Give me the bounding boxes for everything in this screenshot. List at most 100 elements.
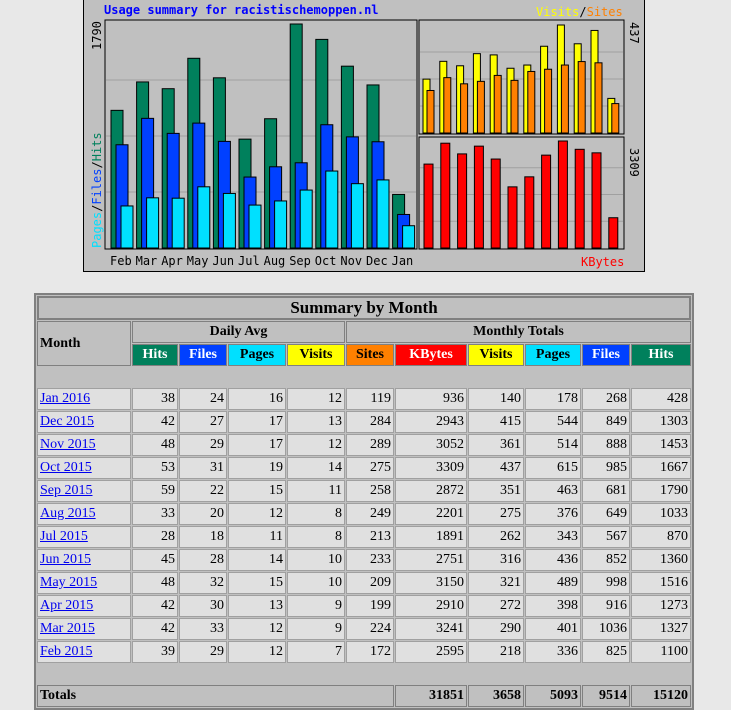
x-axis-labels: Feb Mar Apr May Jun Jul Aug Sep Oct Nov Dec Jan bbox=[110, 254, 413, 268]
month-cell: Jul 2015 bbox=[37, 526, 131, 548]
cell-hits: 1273 bbox=[631, 595, 691, 617]
kbytes-bar bbox=[473, 145, 484, 249]
col-daily-visits: Visits bbox=[287, 344, 345, 366]
month-cell: Feb 2015 bbox=[37, 641, 131, 663]
pages-bar bbox=[222, 192, 236, 249]
month-cell: May 2015 bbox=[37, 572, 131, 594]
cell-hits: 1303 bbox=[631, 411, 691, 433]
cell-d-visits: 9 bbox=[287, 618, 345, 640]
cell-visits: 218 bbox=[468, 641, 524, 663]
month-cell: Apr 2015 bbox=[37, 595, 131, 617]
pages-bar bbox=[325, 170, 339, 249]
kbytes-bar bbox=[574, 148, 585, 249]
month-link[interactable]: Nov 2015 bbox=[40, 437, 96, 452]
cell-hits: 870 bbox=[631, 526, 691, 548]
cell-d-hits: 45 bbox=[132, 549, 178, 571]
cell-d-visits: 12 bbox=[287, 434, 345, 456]
cell-kbytes: 1891 bbox=[395, 526, 467, 548]
cell-sites: 233 bbox=[346, 549, 394, 571]
month-link[interactable]: Apr 2015 bbox=[40, 598, 94, 613]
total-files: 9514 bbox=[582, 685, 630, 707]
table-separator bbox=[37, 664, 691, 684]
sites-bar bbox=[426, 89, 435, 134]
cell-d-visits: 13 bbox=[287, 411, 345, 433]
cell-d-pages: 12 bbox=[228, 641, 286, 663]
month-cell: Nov 2015 bbox=[37, 434, 131, 456]
cell-kbytes: 3241 bbox=[395, 618, 467, 640]
cell-d-pages: 15 bbox=[228, 572, 286, 594]
month-link[interactable]: Mar 2015 bbox=[40, 621, 95, 636]
sites-bar bbox=[577, 61, 586, 134]
cell-sites: 249 bbox=[346, 503, 394, 525]
cell-d-hits: 42 bbox=[132, 411, 178, 433]
x-tick-label: Jul bbox=[238, 254, 260, 268]
pages-bar bbox=[120, 205, 134, 249]
cell-d-visits: 12 bbox=[287, 388, 345, 410]
cell-kbytes: 3309 bbox=[395, 457, 467, 479]
cell-files: 825 bbox=[582, 641, 630, 663]
cell-d-files: 20 bbox=[179, 503, 227, 525]
pages-bar bbox=[146, 197, 160, 249]
table-row: Apr 2015 42 30 13 9 199 2910 272 398 916 1273 bbox=[37, 595, 691, 617]
cell-d-pages: 13 bbox=[228, 595, 286, 617]
usage-chart: Usage summary for racistischemoppen.nl V… bbox=[83, 0, 645, 272]
cell-d-files: 29 bbox=[179, 641, 227, 663]
pages-bar bbox=[248, 204, 262, 249]
month-link[interactable]: Feb 2015 bbox=[40, 644, 93, 659]
cell-files: 998 bbox=[582, 572, 630, 594]
kbytes-bar bbox=[557, 140, 568, 249]
kbytes-bar bbox=[423, 163, 434, 249]
month-link[interactable]: Jun 2015 bbox=[40, 552, 91, 567]
kbytes-bar bbox=[440, 142, 451, 249]
month-link[interactable]: Dec 2015 bbox=[40, 414, 95, 429]
cell-d-files: 31 bbox=[179, 457, 227, 479]
pages-bar bbox=[299, 189, 313, 249]
cell-d-pages: 16 bbox=[228, 388, 286, 410]
table-row: Jul 2015 28 18 11 8 213 1891 262 343 567 870 bbox=[37, 526, 691, 548]
sites-bar bbox=[493, 74, 502, 134]
cell-d-files: 32 bbox=[179, 572, 227, 594]
kbytes-bar bbox=[524, 176, 535, 249]
sites-bar bbox=[476, 80, 485, 134]
cell-pages: 436 bbox=[525, 549, 581, 571]
kbytes-bar bbox=[507, 186, 518, 249]
cell-hits: 428 bbox=[631, 388, 691, 410]
cell-d-pages: 12 bbox=[228, 618, 286, 640]
pages-bar bbox=[350, 183, 364, 249]
total-pages: 5093 bbox=[525, 685, 581, 707]
month-link[interactable]: Oct 2015 bbox=[40, 460, 92, 475]
cell-d-files: 27 bbox=[179, 411, 227, 433]
table-row: Jun 2015 45 28 14 10 233 2751 316 436 852 1360 bbox=[37, 549, 691, 571]
month-link[interactable]: Jan 2016 bbox=[40, 391, 91, 406]
total-kbytes: 31851 bbox=[395, 685, 467, 707]
sites-bar bbox=[510, 79, 519, 134]
month-cell: Mar 2015 bbox=[37, 618, 131, 640]
pages-bar bbox=[197, 186, 211, 249]
cell-visits: 321 bbox=[468, 572, 524, 594]
cell-hits: 1327 bbox=[631, 618, 691, 640]
cell-hits: 1100 bbox=[631, 641, 691, 663]
totals-row: Totals 31851 3658 5093 9514 15120 bbox=[37, 685, 691, 707]
cell-d-files: 28 bbox=[179, 549, 227, 571]
cell-sites: 284 bbox=[346, 411, 394, 433]
cell-kbytes: 2910 bbox=[395, 595, 467, 617]
month-link[interactable]: Aug 2015 bbox=[40, 506, 96, 521]
cell-pages: 615 bbox=[525, 457, 581, 479]
month-link[interactable]: Jul 2015 bbox=[40, 529, 88, 544]
pages-bar bbox=[171, 197, 185, 249]
col-daily-files: Files bbox=[179, 344, 227, 366]
cell-visits: 262 bbox=[468, 526, 524, 548]
total-hits: 15120 bbox=[631, 685, 691, 707]
right-bottom-bars bbox=[423, 140, 619, 249]
pages-bar bbox=[376, 179, 390, 249]
month-link[interactable]: May 2015 bbox=[40, 575, 98, 590]
summary-table-wrap: Summary by Month Month Daily Avg Monthly… bbox=[34, 293, 694, 710]
month-cell: Oct 2015 bbox=[37, 457, 131, 479]
cell-d-files: 33 bbox=[179, 618, 227, 640]
cell-visits: 437 bbox=[468, 457, 524, 479]
cell-d-visits: 8 bbox=[287, 526, 345, 548]
cell-d-hits: 33 bbox=[132, 503, 178, 525]
summary-table: Summary by Month Month Daily Avg Monthly… bbox=[34, 293, 694, 710]
month-link[interactable]: Sep 2015 bbox=[40, 483, 93, 498]
cell-d-hits: 42 bbox=[132, 595, 178, 617]
